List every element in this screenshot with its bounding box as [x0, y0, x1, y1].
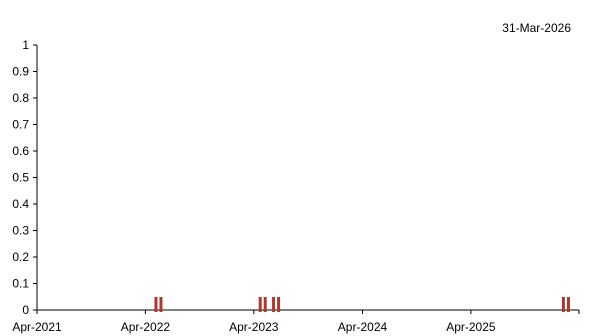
- y-tick-label: 0.8: [12, 91, 29, 105]
- y-tick-label: 0.6: [12, 144, 29, 158]
- x-tick-label: Apr-2025: [446, 320, 496, 334]
- x-tick-label: Apr-2022: [121, 320, 171, 334]
- data-marks: [154, 297, 570, 312]
- x-tick-label: Apr-2021: [12, 320, 62, 334]
- y-axis: 0 0.1 0.2 0.3 0.4 0.5 0.6 0.7 0.8 0.9 1: [12, 38, 38, 317]
- y-tick-label: 0.9: [12, 65, 29, 79]
- y-tick-label: 0: [22, 303, 29, 317]
- data-point: [154, 297, 163, 312]
- data-point: [258, 297, 267, 312]
- y-tick-label: 0.4: [12, 197, 29, 211]
- y-tick-label: 0.2: [12, 250, 29, 264]
- x-tick-label: Apr-2023: [229, 320, 279, 334]
- data-point: [272, 297, 281, 312]
- y-tick-label: 1: [22, 38, 29, 52]
- y-tick-label: 0.7: [12, 118, 29, 132]
- date-label: 31-Mar-2026: [502, 21, 571, 35]
- y-tick-label: 0.3: [12, 224, 29, 238]
- y-tick-label: 0.5: [12, 171, 29, 185]
- x-axis: Apr-2021 Apr-2022 Apr-2023 Apr-2024 Apr-2025: [12, 309, 580, 334]
- y-tick-label: 0.1: [12, 277, 29, 291]
- data-point: [561, 297, 570, 312]
- x-tick-label: Apr-2024: [338, 320, 388, 334]
